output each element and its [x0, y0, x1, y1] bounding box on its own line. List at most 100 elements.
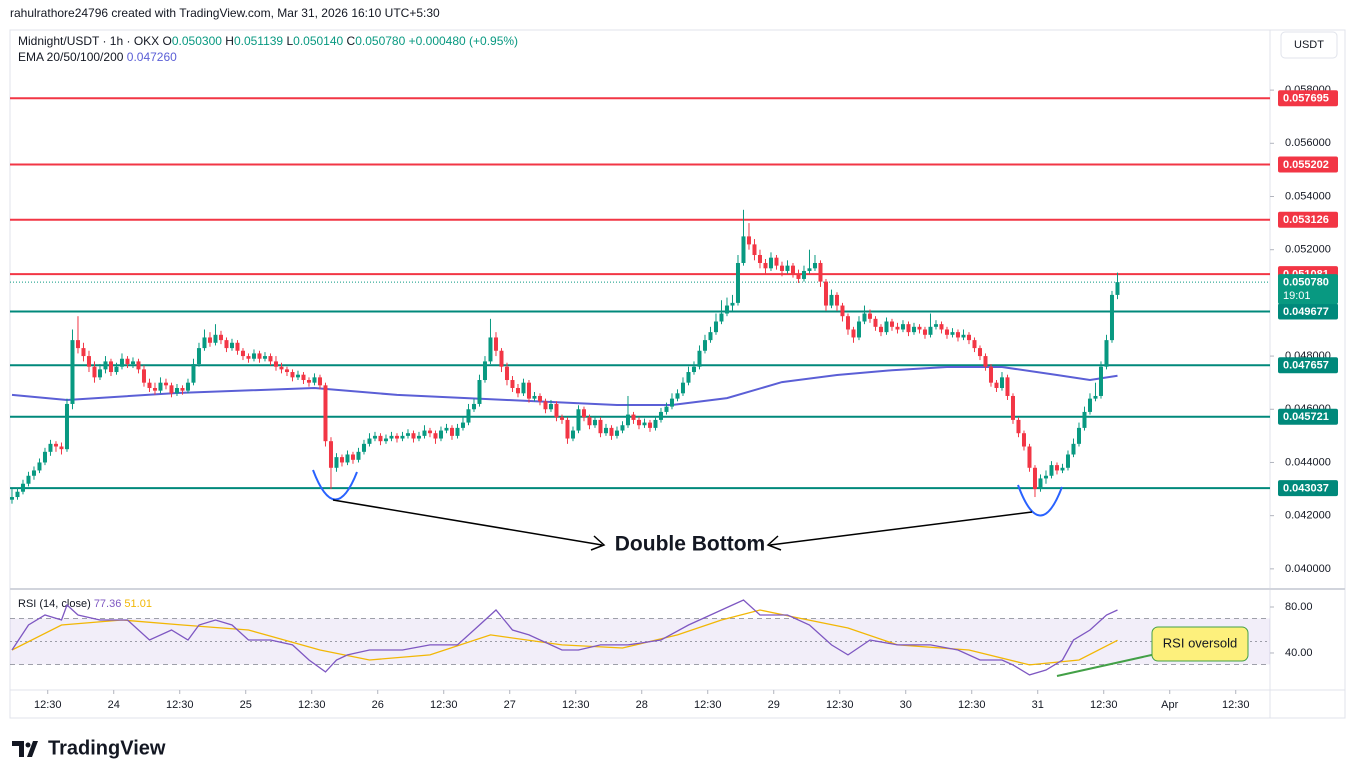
low: 0.050140: [293, 34, 343, 48]
candle-body: [251, 353, 256, 359]
candle-body: [493, 337, 498, 351]
candle-body: [257, 353, 262, 359]
candle-body: [1071, 443, 1076, 455]
plot: 0.0580000.0560000.0540000.0520000.048000…: [9, 84, 1338, 711]
candle-body: [625, 414, 630, 426]
candle-body: [136, 361, 141, 370]
candle-body: [515, 387, 520, 394]
candle-body: [229, 342, 234, 349]
candle-body: [202, 337, 207, 349]
level-label-box: [1278, 156, 1338, 173]
candle-body: [438, 430, 443, 439]
candle-body: [163, 382, 168, 386]
candle-body: [697, 350, 702, 367]
x-tick-label: 12:30: [562, 699, 590, 711]
candle-body: [235, 342, 240, 351]
candle-body: [444, 427, 449, 431]
candle-body: [763, 262, 768, 269]
candle-body: [570, 430, 575, 439]
candle-body: [867, 313, 872, 319]
candle-body: [543, 401, 548, 410]
x-tick-label: 12:30: [958, 699, 986, 711]
candle-body: [400, 435, 405, 439]
candle-body: [823, 281, 828, 306]
level-label-box: [1278, 357, 1338, 374]
candle-body: [9, 497, 14, 500]
candle-body: [213, 334, 218, 343]
candle-body: [268, 356, 273, 362]
candle-body: [1038, 478, 1043, 490]
candle-body: [884, 321, 889, 333]
candle-body: [20, 483, 25, 492]
x-tick-label: 12:30: [1222, 699, 1250, 711]
candle-body: [906, 324, 911, 333]
candle-body: [510, 380, 515, 388]
candle-body: [526, 382, 531, 399]
y-tick-label: 0.044000: [1285, 456, 1331, 468]
legend: Midnight/USDT · 1h · OKX O0.050300 H0.05…: [18, 34, 518, 48]
bottom-arc: [312, 469, 358, 501]
l-key: L: [286, 34, 293, 48]
candle-body: [152, 387, 157, 391]
level-label: 0.047657: [1283, 360, 1329, 372]
candle-body: [548, 403, 553, 410]
x-tick-label: 24: [108, 699, 120, 711]
candle-body: [983, 356, 988, 367]
candle-body: [878, 326, 883, 333]
candle-body: [669, 398, 674, 407]
candle-body: [554, 403, 559, 418]
pattern-label: Double Bottom: [615, 533, 765, 556]
frame: [9, 29, 1346, 719]
level-label: 0.057695: [1283, 93, 1329, 105]
candle-body: [295, 374, 300, 378]
candle-body: [796, 273, 801, 279]
candle-body: [26, 475, 31, 484]
candle-body: [81, 348, 86, 357]
candle-body: [664, 406, 669, 412]
candle-body: [224, 340, 229, 349]
currency-button[interactable]: [1280, 31, 1338, 59]
candle-body: [125, 358, 130, 365]
candle-body: [741, 236, 746, 263]
candle-body: [1098, 366, 1103, 396]
candle-body: [724, 305, 729, 314]
logo-mark: [12, 741, 38, 757]
candle-body: [581, 409, 586, 418]
candle-body: [191, 364, 196, 383]
candle-body: [565, 419, 570, 439]
candle-body: [735, 262, 740, 303]
candle-body: [1005, 377, 1010, 396]
candle-body: [587, 417, 592, 426]
candle-body: [746, 236, 751, 245]
last-price-box: [1278, 274, 1338, 305]
candle-body: [367, 438, 372, 444]
candle-body: [917, 326, 922, 330]
candle-body: [1087, 398, 1092, 412]
candle-body: [477, 380, 482, 404]
candle-body: [141, 369, 146, 383]
y-tick-label: 0.042000: [1285, 510, 1331, 522]
candle-body: [834, 294, 839, 306]
currency[interactable]: USDT: [1294, 39, 1324, 51]
candle-body: [730, 302, 735, 306]
candle-body: [1065, 454, 1070, 468]
candle-body: [37, 462, 42, 471]
candle-body: [658, 411, 663, 420]
close: 0.050780: [355, 34, 405, 48]
candle-body: [933, 324, 938, 327]
candle-body: [840, 305, 845, 317]
candle-body: [532, 395, 537, 399]
candle-body: [207, 337, 212, 343]
level-label: 0.053126: [1283, 214, 1329, 226]
candle-body: [180, 387, 185, 391]
candle-body: [31, 470, 36, 476]
candle-body: [999, 377, 1004, 388]
x-tick-label: Apr: [1161, 699, 1178, 711]
x-tick-label: 12:30: [1090, 699, 1118, 711]
candle-body: [433, 433, 438, 439]
candle-body: [939, 324, 944, 330]
candle-body: [405, 433, 410, 436]
candle-body: [394, 435, 399, 439]
candle-body: [631, 414, 636, 420]
